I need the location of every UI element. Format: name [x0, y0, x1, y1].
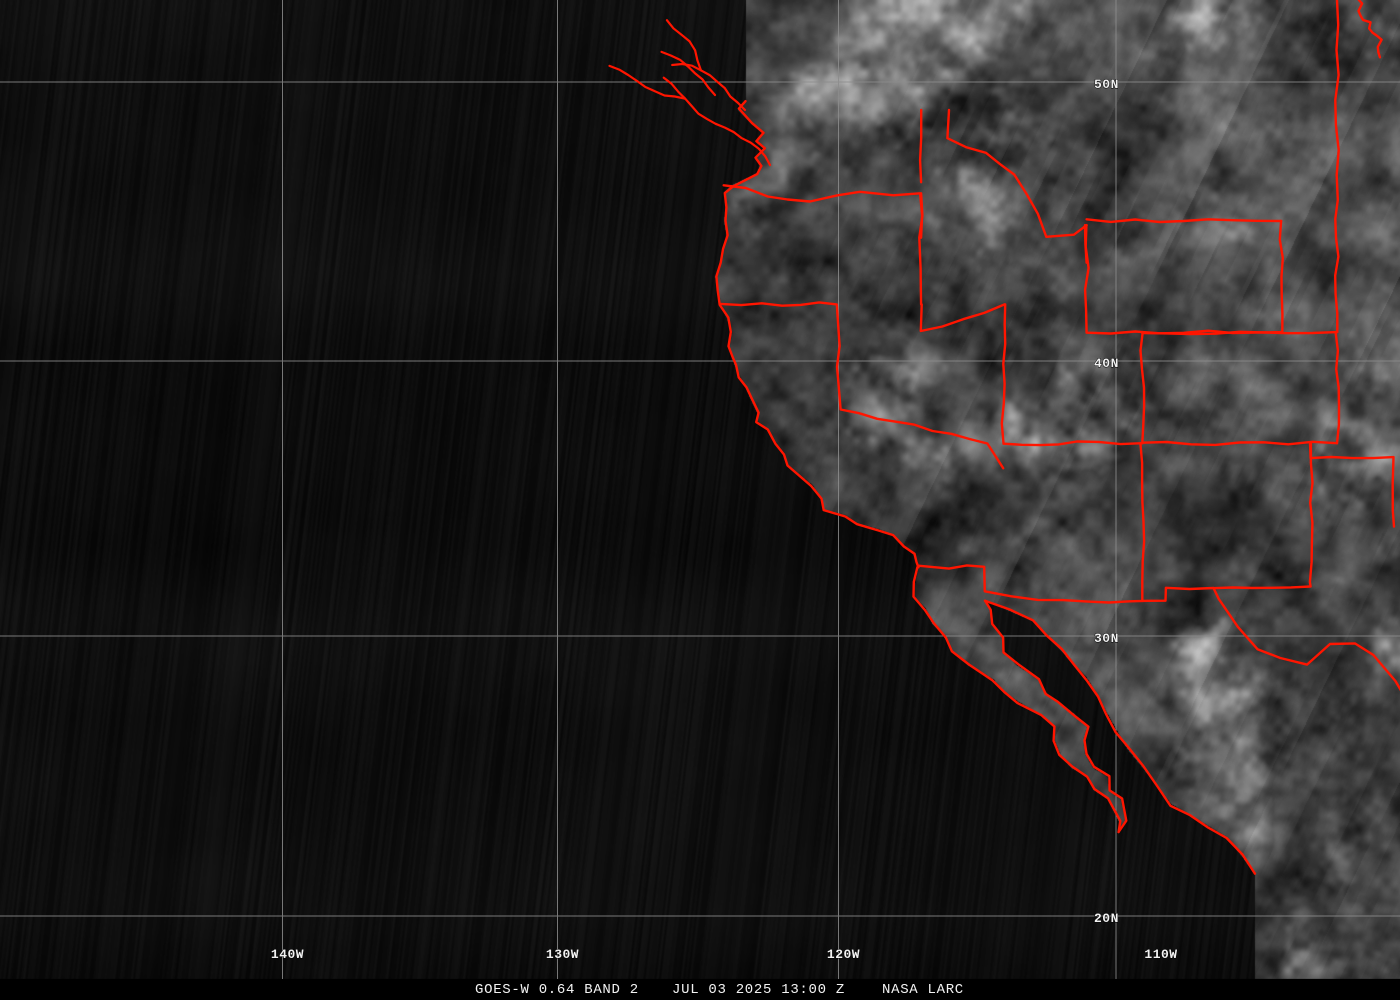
svg-text:40N: 40N — [1094, 356, 1119, 371]
svg-text:110W: 110W — [1144, 947, 1177, 962]
svg-text:50N: 50N — [1094, 77, 1119, 92]
svg-text:140W: 140W — [271, 947, 304, 962]
svg-text:120W: 120W — [827, 947, 860, 962]
svg-text:30N: 30N — [1094, 631, 1119, 646]
svg-text:20N: 20N — [1094, 911, 1119, 926]
svg-text:130W: 130W — [546, 947, 579, 962]
